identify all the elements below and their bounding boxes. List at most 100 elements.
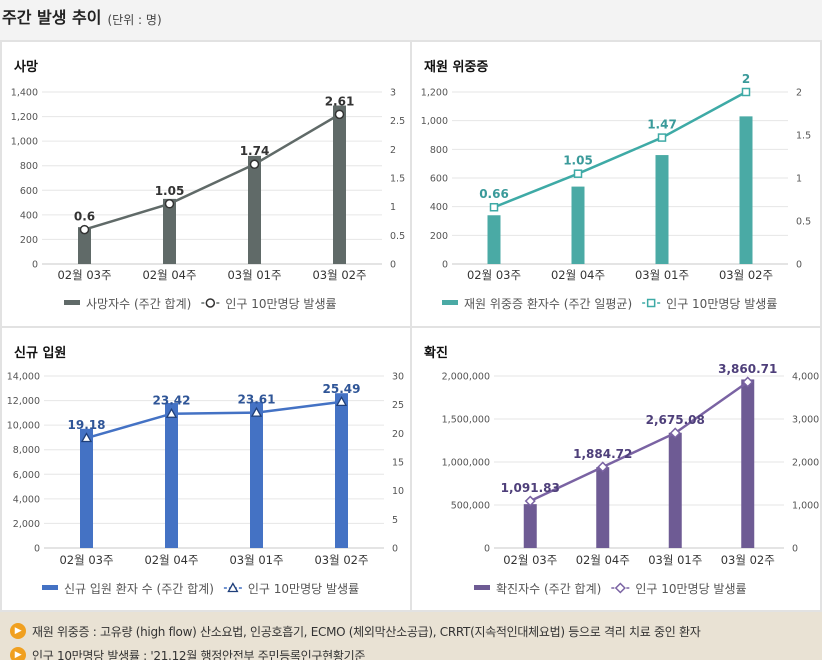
line-point (573, 169, 583, 178)
x-tick-label: 03월 01주 (635, 268, 689, 282)
left-tick-label: 800 (20, 161, 38, 172)
line-point (334, 109, 345, 120)
data-label: 1.05 (155, 184, 185, 198)
chart-title-confirmed: 확진 (424, 346, 448, 361)
data-label: 1,091.83 (501, 481, 560, 495)
x-tick-label: 02월 04주 (576, 553, 630, 567)
left-tick-label: 600 (20, 186, 38, 197)
left-tick-label: 1,200 (11, 112, 38, 123)
line-point (335, 396, 348, 407)
chart-grid: 사망 0 200 400 600 800 1,000 1,200 1,400 0 0.5 1 1.5 2… (0, 40, 822, 612)
footnote-population-basis: ▶ 인구 10만명당 발생률 : '21.12월 행정안전부 주민등록인구현황기… (10, 645, 365, 660)
x-tick-label: 02월 04주 (144, 553, 198, 567)
bar (80, 428, 93, 548)
right-tick-label: 0 (796, 260, 802, 271)
left-tick-label: 8,000 (13, 445, 40, 456)
x-tick-label: 02월 03주 (59, 553, 113, 567)
bar (655, 155, 669, 264)
right-tick-label: 0.5 (796, 217, 811, 228)
chart-svg-deaths: 0 200 400 600 800 1,000 1,200 1,400 0 0.5 1 1.5 2 2.5… (11, 88, 405, 312)
data-label: 1.47 (647, 118, 677, 132)
chart-title-admission: 신규 입원 (14, 346, 67, 361)
right-tick-label: 1 (796, 174, 802, 185)
right-tick-label: 3,000 (792, 415, 819, 426)
right-tick-label: 15 (392, 458, 404, 469)
data-label: 0.6 (74, 210, 95, 224)
right-tick-label: 4,000 (792, 372, 819, 383)
right-tick-label: 0 (792, 544, 798, 555)
bar (668, 432, 682, 548)
legend-line-label: 인구 10만명당 발생률 (666, 297, 777, 311)
left-tick-label: 0 (442, 260, 448, 271)
line-point (249, 159, 260, 169)
chart-panel-severe: 재원 위중증 0 200 400 600 800 1,000 1,200 0 0.5 1 1.5 2 0… (412, 42, 820, 326)
left-tick-label: 400 (430, 202, 448, 213)
bar (163, 198, 176, 264)
bar (248, 155, 261, 264)
x-tick-label: 02월 03주 (503, 553, 557, 567)
left-tick-label: 2,000 (13, 519, 40, 530)
left-tick-label: 1,400 (11, 88, 38, 99)
left-tick-label: 600 (430, 174, 448, 185)
line-point (164, 199, 175, 209)
chart-title-severe: 재원 위중증 (424, 60, 489, 75)
left-tick-label: 6,000 (13, 470, 40, 481)
right-tick-label: 3 (390, 88, 396, 99)
line-point (597, 461, 609, 473)
bar (78, 227, 91, 264)
line-point (524, 495, 536, 507)
legend-bar-swatch (42, 585, 58, 590)
section-title: 주간 발생 추이 (2, 8, 102, 27)
bar (571, 186, 585, 264)
right-tick-label: 2,000 (792, 458, 819, 469)
chart-title-deaths: 사망 (14, 60, 38, 75)
chart-panel-admission: 신규 입원 0 2,000 4,000 6,000 8,000 10,000 12,000 1… (2, 328, 410, 610)
bar (596, 467, 610, 548)
x-tick-label: 02월 04주 (142, 268, 196, 282)
chart-svg-severe: 0 200 400 600 800 1,000 1,200 0 0.5 1 1.5 2 02월 03주 0… (421, 72, 811, 311)
chart-svg-confirmed: 0 500,000 1,000,000 1,500,000 2,000,000 0 1,00… (442, 362, 820, 596)
legend-line-label: 인구 10만명당 발생률 (225, 297, 336, 311)
legend-line-marker (646, 298, 656, 308)
series-line (84, 113, 341, 231)
left-tick-label: 1,000 (11, 137, 38, 148)
x-tick-label: 03월 01주 (229, 553, 283, 567)
left-tick-label: 800 (430, 145, 448, 156)
legend-line-label: 인구 10만명당 발생률 (248, 582, 359, 596)
left-tick-label: 2,000,000 (442, 372, 490, 383)
right-tick-label: 1 (390, 202, 396, 213)
line-point (250, 406, 263, 417)
bar (333, 105, 346, 264)
x-tick-label: 03월 01주 (648, 553, 702, 567)
right-tick-label: 5 (392, 515, 398, 526)
line-point (80, 432, 93, 443)
x-tick-label: 02월 03주 (57, 268, 111, 282)
bar (165, 403, 178, 548)
bar (739, 116, 753, 264)
right-tick-label: 1,000 (792, 501, 819, 512)
data-label: 2,675.08 (646, 413, 705, 427)
right-tick-label: 2.5 (390, 116, 405, 127)
bar (335, 393, 348, 548)
data-label: 3,860.71 (718, 362, 777, 376)
line-point (741, 87, 751, 97)
line-point (742, 376, 754, 388)
legend-bar-swatch (442, 300, 458, 305)
left-tick-label: 14,000 (7, 372, 40, 383)
bar (741, 379, 755, 548)
x-tick-label: 02월 03주 (467, 268, 521, 282)
right-tick-label: 0.5 (390, 231, 405, 242)
legend-bar-label: 신규 입원 환자 수 (주간 합계) (64, 582, 214, 596)
data-label: 23.42 (153, 394, 191, 408)
series-line (529, 380, 749, 503)
x-tick-label: 03월 02주 (314, 553, 368, 567)
bar (250, 401, 263, 548)
x-tick-label: 03월 02주 (312, 268, 366, 282)
chart-svg-admission: 0 2,000 4,000 6,000 8,000 10,000 12,000 14,000 0… (7, 372, 404, 597)
left-tick-label: 10,000 (7, 421, 40, 432)
left-tick-label: 1,200 (421, 88, 448, 99)
right-tick-label: 2 (390, 145, 396, 156)
left-tick-label: 1,500,000 (442, 415, 490, 426)
legend-line-marker (614, 582, 626, 594)
footnote-text: 인구 10만명당 발생률 : '21.12월 행정안전부 주민등록인구현황기준 (32, 648, 366, 660)
